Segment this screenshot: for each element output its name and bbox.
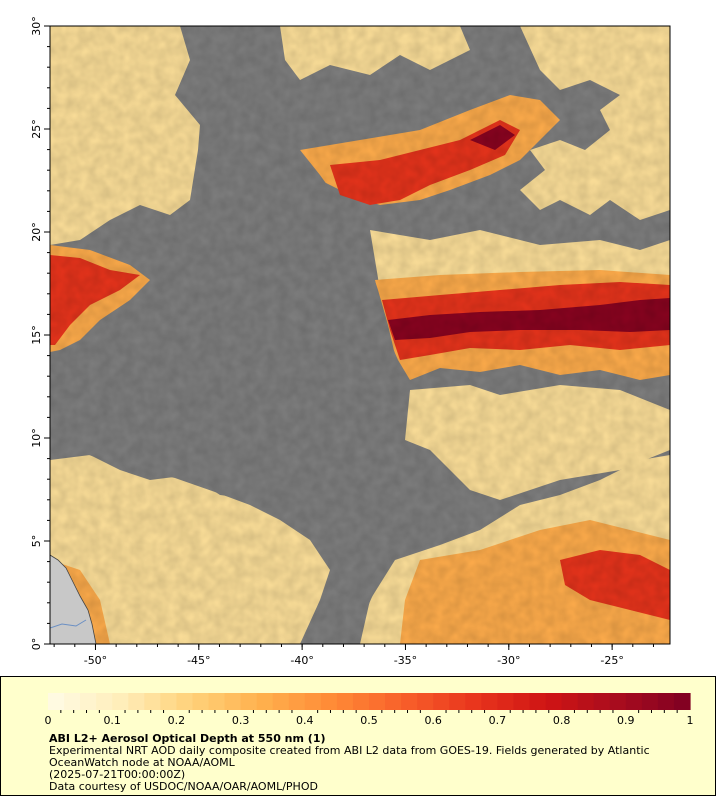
colorbar-swatch	[48, 693, 65, 710]
colorbar-swatch	[513, 693, 531, 710]
colorbar-swatch	[288, 693, 306, 710]
colorbar-swatch	[545, 693, 563, 710]
aod-map: -50° -45° -40° -35° -30° -25° 0° 5° 10° 15° 20° 25…	[30, 16, 671, 667]
lat-tick-label: 25°	[30, 119, 43, 139]
lon-tick-label: -40°	[290, 654, 313, 667]
colorbar-swatch	[64, 693, 81, 710]
colorbar: 0 0.1 0.2 0.3 0.4 0.5 0.6 0.7 0.8 0.9 1	[45, 693, 694, 727]
latitude-axis: 0° 5° 10° 15° 20° 25° 30°	[30, 16, 50, 650]
colorbar-swatch	[641, 693, 659, 710]
colorbar-tick-label: 0.4	[296, 714, 314, 727]
lon-tick-label: -45°	[187, 654, 210, 667]
colorbar-swatch	[192, 693, 210, 710]
lat-tick-label: 10°	[30, 428, 43, 448]
colorbar-tick-label: 0.5	[360, 714, 378, 727]
colorbar-tick-label: 1	[687, 714, 694, 727]
colorbar-swatch	[593, 693, 611, 710]
lat-tick-label: 30°	[30, 16, 43, 36]
colorbar-swatch	[481, 693, 498, 710]
colorbar-swatch	[320, 693, 338, 710]
colorbar-swatch	[561, 693, 579, 710]
colorbar-swatch	[497, 693, 515, 710]
colorbar-swatch	[385, 693, 402, 710]
colorbar-swatch	[224, 693, 242, 710]
lat-tick-label: 20°	[30, 222, 43, 242]
lon-tick-label: -30°	[497, 654, 520, 667]
colorbar-swatch	[208, 693, 226, 710]
colorbar-swatch	[96, 693, 113, 710]
colorbar-tick-label: 0.2	[168, 714, 186, 727]
colorbar-swatch	[336, 693, 354, 710]
colorbar-swatch	[144, 693, 161, 710]
colorbar-ticks: 0 0.1 0.2 0.3 0.4 0.5 0.6 0.7 0.8 0.9 1	[45, 710, 694, 727]
colorbar-swatch	[160, 693, 177, 710]
lon-tick-label: -50°	[84, 654, 107, 667]
river-line	[50, 619, 87, 629]
colorbar-swatch	[657, 693, 675, 710]
colorbar-tick-label: 0.9	[617, 714, 635, 727]
colorbar-tick-label: 0.1	[103, 714, 121, 727]
colorbar-tick-label: 0.6	[424, 714, 442, 727]
colorbar-swatch	[433, 693, 450, 710]
colorbar-swatch	[673, 693, 691, 710]
colorbar-swatch	[369, 693, 386, 710]
colorbar-swatch	[625, 693, 643, 710]
lon-tick-label: -25°	[600, 654, 623, 667]
colorbar-swatch	[417, 693, 434, 710]
colorbar-swatch	[128, 693, 145, 710]
colorbar-tick-label: 0.3	[232, 714, 250, 727]
colorbar-swatch	[465, 693, 482, 710]
colorbar-swatches	[48, 693, 691, 710]
legend-title: ABI L2+ Aerosol Optical Depth at 550 nm …	[49, 732, 326, 745]
aod-texture	[50, 26, 670, 644]
colorbar-swatch	[272, 693, 290, 710]
lat-tick-label: 5°	[30, 535, 43, 548]
longitude-axis: -50° -45° -40° -35° -30° -25°	[53, 644, 654, 667]
colorbar-swatch	[176, 693, 194, 710]
colorbar-swatch	[256, 693, 274, 710]
colorbar-swatch	[401, 693, 418, 710]
colorbar-swatch	[609, 693, 627, 710]
colorbar-swatch	[529, 693, 547, 710]
colorbar-swatch	[304, 693, 322, 710]
colorbar-swatch	[80, 693, 97, 710]
legend-credit: Data courtesy of USDOC/NOAA/OAR/AOML/PHO…	[49, 780, 318, 793]
lon-tick-label: -35°	[394, 654, 417, 667]
lat-tick-label: 15°	[30, 325, 43, 345]
colorbar-tick-label: 0.8	[553, 714, 571, 727]
colorbar-swatch	[449, 693, 466, 710]
colorbar-tick-label: 0.7	[489, 714, 507, 727]
legend-description: Experimental NRT AOD daily composite cre…	[49, 744, 650, 769]
colorbar-swatch	[112, 693, 129, 710]
colorbar-swatch	[240, 693, 258, 710]
legend-date: (2025-07-21T00:00:00Z)	[49, 768, 186, 781]
legend-panel: 0 0.1 0.2 0.3 0.4 0.5 0.6 0.7 0.8 0.9 1 ABI L2+ Ae…	[0, 676, 716, 796]
colorbar-swatch	[352, 693, 370, 710]
lat-tick-label: 0°	[30, 638, 43, 651]
land-mass	[50, 554, 97, 644]
colorbar-swatch	[577, 693, 595, 710]
colorbar-tick-label: 0	[45, 714, 52, 727]
